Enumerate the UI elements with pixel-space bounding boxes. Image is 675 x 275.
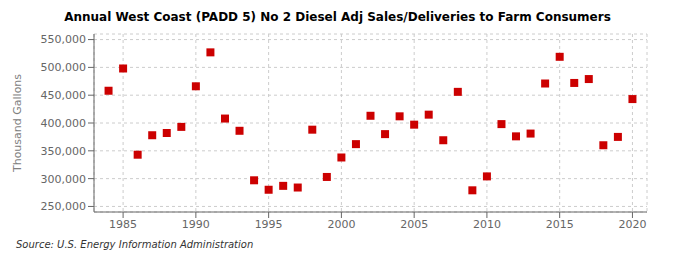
svg-text:350,000: 350,000 xyxy=(41,145,87,158)
svg-text:450,000: 450,000 xyxy=(41,89,87,102)
svg-text:1985: 1985 xyxy=(109,218,137,231)
svg-text:400,000: 400,000 xyxy=(41,117,87,130)
svg-text:300,000: 300,000 xyxy=(41,173,87,186)
html-text:Source: U.S. Energy Informatio: Source: U.S. Energy Information Administ… xyxy=(16,239,254,250)
svg-text:550,000: 550,000 xyxy=(41,33,87,46)
svg-text:1995: 1995 xyxy=(255,218,283,231)
html-text:Annual West Coast (PADD 5) No: Annual West Coast (PADD 5) No 2 Diesel A… xyxy=(64,10,611,24)
svg-text:1990: 1990 xyxy=(182,218,210,231)
svg-text:2020: 2020 xyxy=(618,218,646,231)
svg-text:2015: 2015 xyxy=(546,218,574,231)
svg-text:250,000: 250,000 xyxy=(41,200,87,213)
svg-text:2005: 2005 xyxy=(400,218,428,231)
svg-text:500,000: 500,000 xyxy=(41,61,87,74)
svg-text:2010: 2010 xyxy=(473,218,501,231)
svg-text:2000: 2000 xyxy=(327,218,355,231)
svg-text:Thousand Gallons: Thousand Gallons xyxy=(11,74,24,173)
